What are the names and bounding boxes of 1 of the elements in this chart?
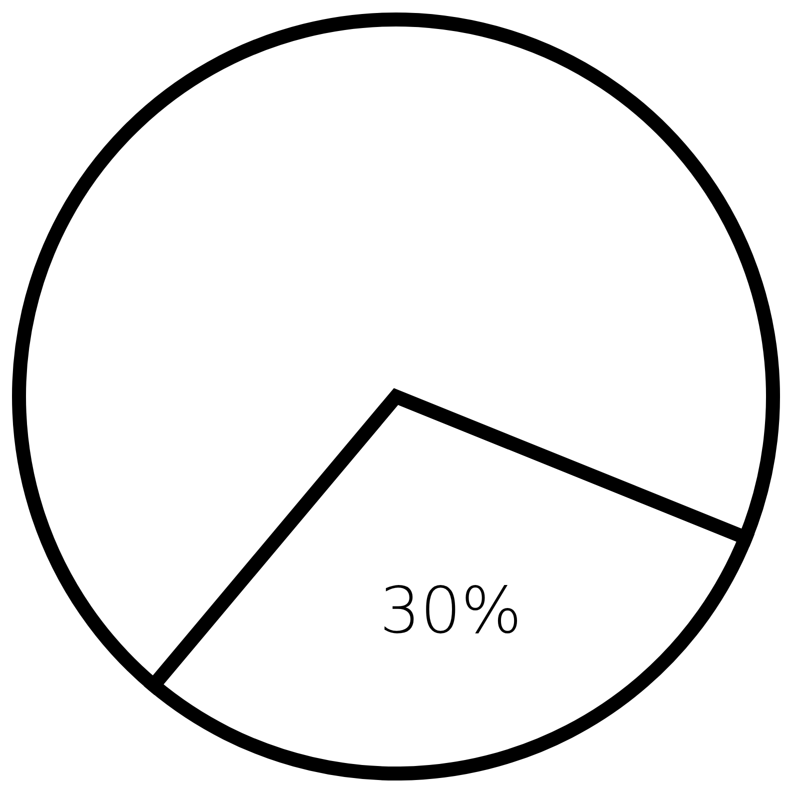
data-label: 30% — [380, 574, 522, 649]
